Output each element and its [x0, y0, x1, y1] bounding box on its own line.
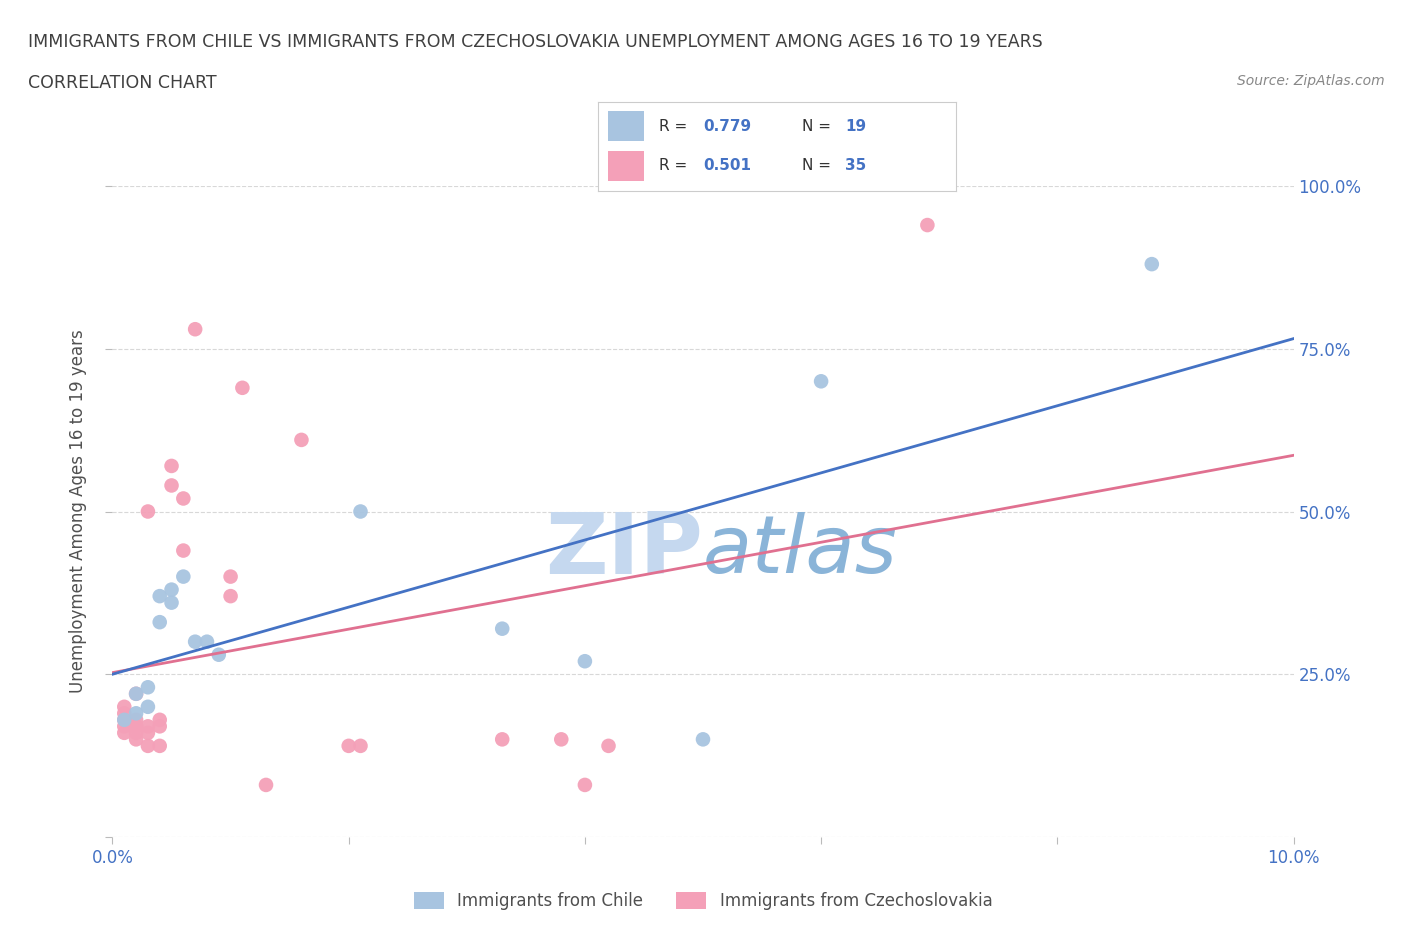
- Point: [184, 322, 207, 337]
- Point: [219, 589, 242, 604]
- Point: [290, 432, 312, 447]
- Point: [172, 491, 194, 506]
- Bar: [609, 151, 644, 181]
- Point: [349, 738, 371, 753]
- Point: [136, 699, 159, 714]
- Text: Source: ZipAtlas.com: Source: ZipAtlas.com: [1237, 74, 1385, 88]
- Point: [1140, 257, 1163, 272]
- Point: [136, 504, 159, 519]
- Point: [136, 680, 159, 695]
- Point: [136, 719, 159, 734]
- Point: [160, 478, 183, 493]
- Point: [184, 634, 207, 649]
- Point: [125, 686, 148, 701]
- Point: [125, 719, 148, 734]
- Point: [136, 725, 159, 740]
- Y-axis label: Unemployment Among Ages 16 to 19 years: Unemployment Among Ages 16 to 19 years: [69, 329, 87, 694]
- Text: R =: R =: [658, 158, 692, 173]
- Text: R =: R =: [658, 119, 692, 134]
- Point: [125, 719, 148, 734]
- Point: [125, 706, 148, 721]
- Text: IMMIGRANTS FROM CHILE VS IMMIGRANTS FROM CZECHOSLOVAKIA UNEMPLOYMENT AMONG AGES : IMMIGRANTS FROM CHILE VS IMMIGRANTS FROM…: [28, 33, 1043, 50]
- Point: [112, 699, 135, 714]
- Point: [149, 712, 172, 727]
- Legend: Immigrants from Chile, Immigrants from Czechoslovakia: Immigrants from Chile, Immigrants from C…: [406, 885, 1000, 917]
- Point: [112, 712, 135, 727]
- Point: [219, 569, 242, 584]
- Point: [574, 654, 596, 669]
- Point: [149, 738, 172, 753]
- Text: N =: N =: [801, 158, 835, 173]
- Point: [160, 595, 183, 610]
- Text: CORRELATION CHART: CORRELATION CHART: [28, 74, 217, 92]
- Point: [491, 732, 513, 747]
- Text: 0.779: 0.779: [703, 119, 751, 134]
- Point: [349, 504, 371, 519]
- Point: [491, 621, 513, 636]
- Point: [125, 686, 148, 701]
- Point: [337, 738, 360, 753]
- Point: [112, 712, 135, 727]
- Point: [208, 647, 231, 662]
- Text: 19: 19: [845, 119, 866, 134]
- Point: [149, 589, 172, 604]
- Point: [112, 706, 135, 721]
- Point: [149, 615, 172, 630]
- Point: [231, 380, 253, 395]
- Point: [112, 725, 135, 740]
- Point: [810, 374, 832, 389]
- Text: atlas: atlas: [703, 512, 898, 590]
- Point: [195, 634, 218, 649]
- Point: [254, 777, 277, 792]
- Point: [112, 719, 135, 734]
- Point: [125, 725, 148, 740]
- Point: [692, 732, 714, 747]
- Point: [917, 218, 939, 232]
- Point: [149, 719, 172, 734]
- Point: [125, 712, 148, 727]
- Point: [125, 732, 148, 747]
- Point: [136, 738, 159, 753]
- Bar: [609, 112, 644, 141]
- Text: ZIP: ZIP: [546, 509, 703, 592]
- Point: [598, 738, 620, 753]
- Text: 0.501: 0.501: [703, 158, 751, 173]
- Point: [574, 777, 596, 792]
- Text: N =: N =: [801, 119, 835, 134]
- Point: [172, 569, 194, 584]
- Point: [160, 582, 183, 597]
- Point: [550, 732, 572, 747]
- Point: [160, 458, 183, 473]
- Text: 35: 35: [845, 158, 866, 173]
- Point: [172, 543, 194, 558]
